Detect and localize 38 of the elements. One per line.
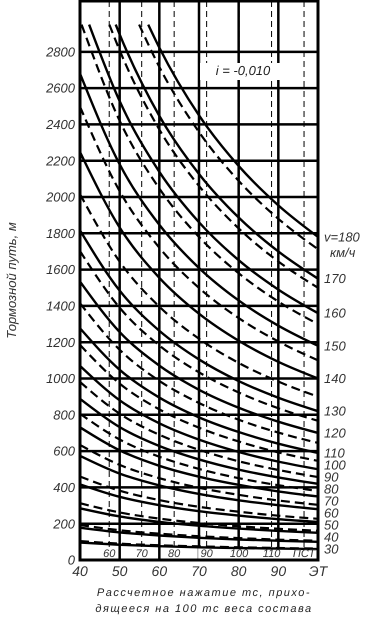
series-label: 130 [324, 404, 346, 419]
x2-tick-label: ПСТ [292, 548, 316, 560]
y-tick-label: 600 [53, 444, 76, 459]
y-axis-title: Тормозной путь, м [4, 222, 19, 339]
y-tick-label: 2800 [45, 44, 76, 60]
series-label: 160 [324, 306, 346, 321]
x-tick-label: ЭТ [308, 563, 329, 579]
x2-tick-label: 60 [103, 548, 116, 560]
y-tick-label: 2400 [45, 116, 76, 132]
y-tick-label: 1600 [46, 262, 76, 278]
y-tick-label: 1000 [46, 371, 76, 386]
y-tick-label: 2000 [45, 190, 76, 205]
y-tick-label: 2200 [45, 153, 76, 168]
y-tick-label: 800 [53, 407, 76, 422]
x2-tick-label: 90 [200, 548, 214, 560]
series-label: 150 [324, 338, 346, 354]
x-tick-label: 50 [112, 563, 128, 579]
x-tick-label: 70 [191, 563, 207, 579]
annotation: i = -0,010 [216, 63, 272, 78]
x2-tick-label: 70 [136, 548, 149, 560]
x-axis-title: Рассчетное нажатие тс, прихо- дящееся на 100 тс веса состава [95, 587, 313, 615]
y-tick-label: 400 [53, 480, 76, 495]
y-tick-label: 1400 [46, 298, 76, 314]
y-tick-label: 2600 [45, 80, 76, 96]
series-label: 170 [324, 271, 346, 286]
x-tick-label: 90 [270, 563, 286, 579]
x-tick-label: 60 [152, 563, 168, 579]
series-label: 140 [324, 371, 346, 386]
y-tick-label: 1800 [46, 226, 76, 241]
y-tick-label: 1200 [46, 334, 76, 350]
series-label: v=180 км/ч [324, 229, 361, 260]
x2-tick-label: 110 [262, 548, 282, 560]
series-label: 120 [324, 426, 346, 441]
series-label: 110 [324, 445, 346, 460]
x2-tick-label: 100 [230, 548, 250, 560]
x2-tick-label: 80 [168, 548, 182, 560]
x-tick-label: 80 [230, 563, 247, 579]
y-tick-label: 200 [52, 516, 76, 532]
